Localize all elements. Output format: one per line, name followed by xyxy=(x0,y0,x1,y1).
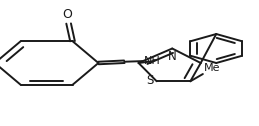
Text: S: S xyxy=(147,74,154,87)
Text: O: O xyxy=(62,8,72,21)
Text: NH: NH xyxy=(144,56,161,66)
Text: Me: Me xyxy=(204,63,221,73)
Text: N: N xyxy=(168,50,177,63)
